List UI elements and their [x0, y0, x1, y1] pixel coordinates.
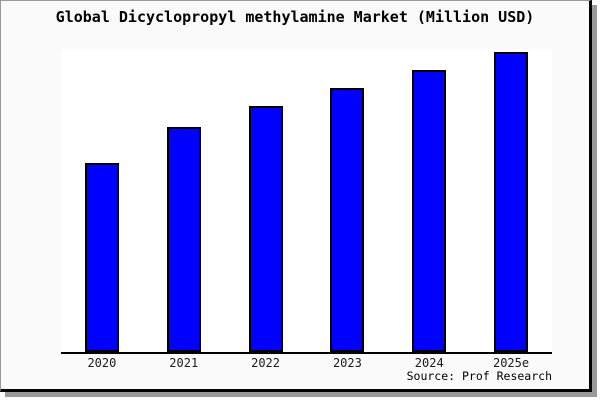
x-tick-label-2024: 2024 [414, 356, 444, 370]
x-tick-label-2025e: 2025e [492, 356, 530, 370]
bar-2020 [84, 163, 119, 352]
source-text: Source: Prof Research [406, 369, 552, 383]
x-tick-label-2022: 2022 [251, 356, 281, 370]
x-tick-label-2020: 2020 [87, 356, 117, 370]
bar-2024 [412, 70, 447, 352]
bar-slot-2023 [306, 49, 388, 352]
x-tick-label-2023: 2023 [332, 356, 362, 370]
bar-2025e [494, 52, 529, 352]
bar-slot-2021 [143, 49, 225, 352]
bar-slot-2020 [61, 49, 143, 352]
plot-area [61, 49, 552, 354]
chart-card: Global Dicyclopropyl methylamine Market … [0, 0, 592, 392]
bar-2021 [166, 127, 201, 352]
x-tick-label-2021: 2021 [169, 356, 199, 370]
bar-slot-2025e [470, 49, 552, 352]
bar-2022 [248, 106, 283, 352]
bar-slot-2022 [225, 49, 307, 352]
chart-title: Global Dicyclopropyl methylamine Market … [55, 8, 535, 26]
x-axis-labels: 2020 2021 2022 2023 2024 2025e [61, 356, 552, 370]
bar-2023 [330, 88, 365, 352]
bar-slot-2024 [388, 49, 470, 352]
